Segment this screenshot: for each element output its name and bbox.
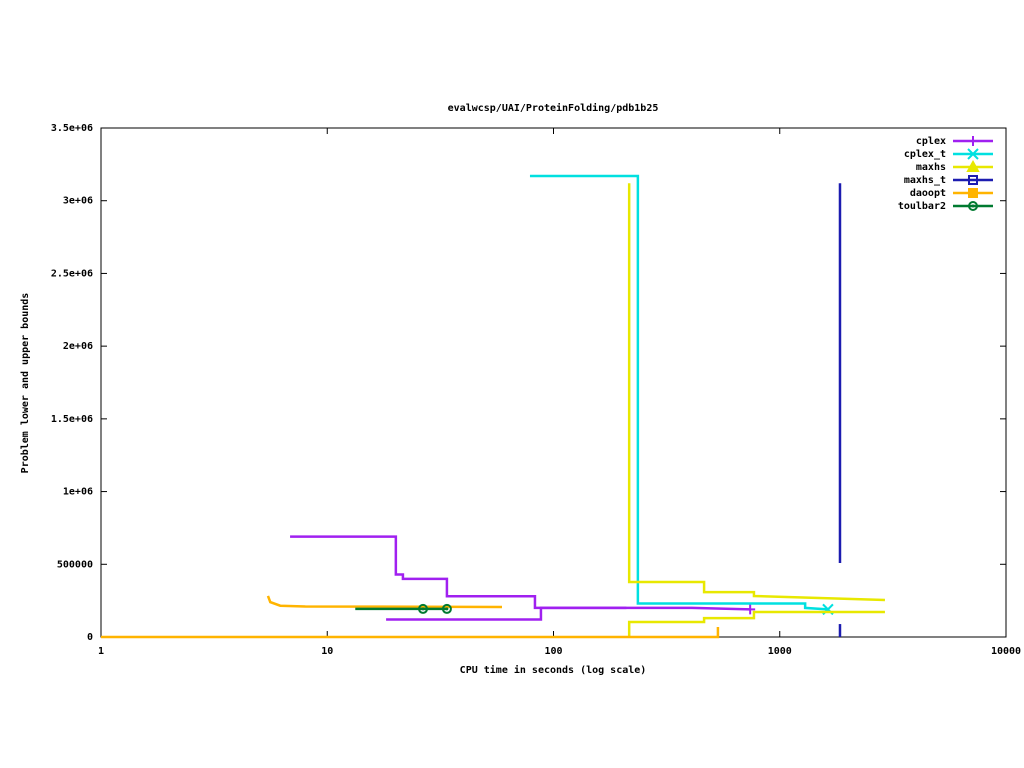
x-tick-label: 10000 (991, 646, 1021, 657)
y-tick-label: 0 (87, 632, 93, 643)
y-axis-label: Problem lower and upper bounds (20, 293, 31, 474)
legend-label: toulbar2 (898, 201, 946, 212)
y-tick-label: 2.5e+06 (51, 268, 93, 279)
legend-label: maxhs_t (904, 175, 946, 186)
marker (968, 201, 978, 211)
marker (968, 175, 978, 185)
series-line (101, 626, 720, 639)
plot-border (100, 127, 1007, 638)
x-tick-label: 1 (98, 646, 104, 657)
x-axis-label: CPU time in seconds (log scale) (460, 664, 647, 676)
series-line (627, 610, 885, 637)
y-tick-label: 2e+06 (63, 341, 93, 352)
marker-inner (421, 607, 425, 611)
series-line (529, 174, 829, 611)
y-tick-label: 3.5e+06 (51, 123, 93, 134)
y-tick-label: 1e+06 (63, 487, 93, 498)
x-tick-label: 10 (321, 646, 333, 657)
marker (745, 604, 756, 615)
chart-title: evalwcsp/UAI/ProteinFolding/pdb1b25 (448, 102, 659, 114)
marker (966, 159, 980, 172)
series-line (290, 535, 751, 611)
series-line (627, 183, 885, 602)
y-tick-label: 3e+06 (63, 196, 93, 207)
y-tick-label: 500000 (57, 559, 93, 570)
x-tick-label: 1000 (768, 646, 792, 657)
marker (418, 603, 429, 614)
marker-inner (971, 204, 975, 208)
marker (968, 188, 978, 198)
legend-label: cplex (916, 136, 946, 147)
marker (967, 148, 979, 160)
marker-inner (445, 607, 449, 611)
series-line (266, 595, 502, 609)
marker (968, 136, 978, 146)
legend-label: maxhs (916, 162, 946, 173)
y-tick-label: 1.5e+06 (51, 414, 93, 425)
marker (441, 603, 452, 614)
x-tick-label: 100 (544, 646, 562, 657)
legend-label: daoopt (910, 188, 946, 199)
legend-label: cplex_t (904, 149, 946, 160)
